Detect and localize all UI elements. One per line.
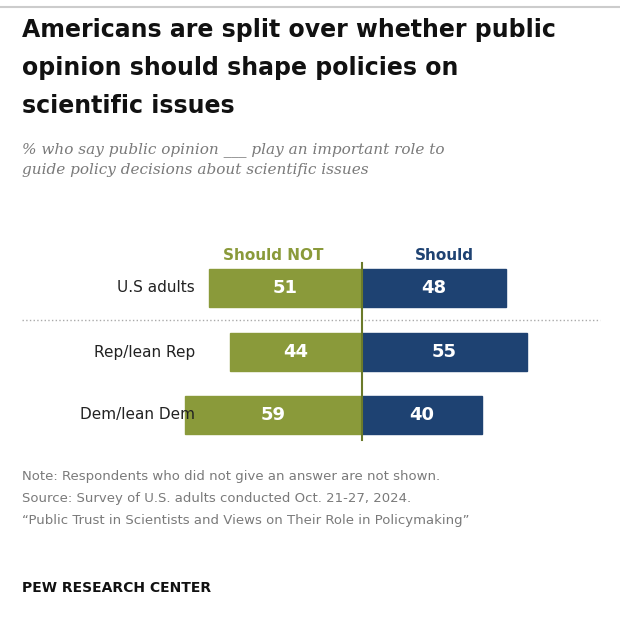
Bar (230, 333, 362, 371)
Text: 55: 55 (432, 343, 457, 361)
Bar (362, 269, 506, 307)
Text: Note: Respondents who did not give an answer are not shown.: Note: Respondents who did not give an an… (22, 470, 440, 483)
Text: Americans are split over whether public: Americans are split over whether public (22, 18, 556, 42)
Text: 40: 40 (409, 406, 435, 424)
Text: Source: Survey of U.S. adults conducted Oct. 21-27, 2024.: Source: Survey of U.S. adults conducted … (22, 492, 411, 505)
Bar (209, 269, 362, 307)
Bar (362, 396, 482, 434)
Text: 48: 48 (422, 279, 446, 297)
Text: guide policy decisions about scientific issues: guide policy decisions about scientific … (22, 163, 369, 177)
Text: % who say public opinion ___ play an important role to: % who say public opinion ___ play an imp… (22, 142, 445, 157)
Text: scientific issues: scientific issues (22, 94, 234, 118)
Text: Should NOT: Should NOT (223, 248, 324, 263)
Text: Dem/lean Dem: Dem/lean Dem (80, 407, 195, 422)
Text: PEW RESEARCH CENTER: PEW RESEARCH CENTER (22, 581, 211, 595)
Text: 44: 44 (283, 343, 309, 361)
Text: U.S adults: U.S adults (117, 281, 195, 296)
Bar (185, 396, 362, 434)
Text: Rep/lean Rep: Rep/lean Rep (94, 344, 195, 359)
Text: opinion should shape policies on: opinion should shape policies on (22, 56, 458, 80)
Text: 59: 59 (261, 406, 286, 424)
Bar (362, 333, 527, 371)
Text: Should: Should (415, 248, 474, 263)
Text: 51: 51 (273, 279, 298, 297)
Text: “Public Trust in Scientists and Views on Their Role in Policymaking”: “Public Trust in Scientists and Views on… (22, 514, 469, 527)
